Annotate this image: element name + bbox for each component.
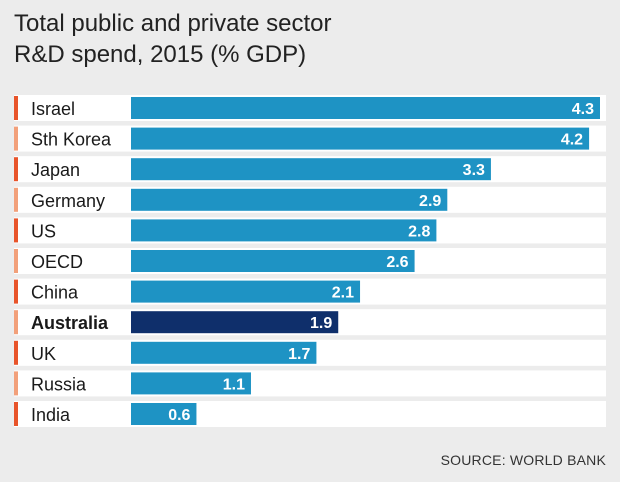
bar-uk xyxy=(131,341,317,364)
chart-title-line-2: R&D spend, 2015 (% GDP) xyxy=(14,41,307,68)
row-accent-russia xyxy=(14,371,18,396)
row-accent-australia xyxy=(14,310,18,335)
value-label-sth-korea: 4.2 xyxy=(561,132,583,149)
category-label-russia: Russia xyxy=(31,374,87,394)
row-accent-oecd xyxy=(14,249,18,273)
category-label-sth-korea: Sth Korea xyxy=(31,130,112,150)
row-background-india xyxy=(14,401,606,427)
source-note: SOURCE: WORLD BANK xyxy=(440,452,606,468)
bar-australia xyxy=(131,311,339,334)
row-background-russia xyxy=(14,370,606,397)
bar-japan xyxy=(131,158,491,181)
bar-oecd xyxy=(131,250,415,272)
value-label-china: 2.1 xyxy=(332,285,354,302)
bar-us xyxy=(131,219,437,242)
row-accent-germany xyxy=(14,187,18,212)
value-label-germany: 2.9 xyxy=(419,193,441,210)
category-label-china: China xyxy=(31,283,79,303)
category-label-israel: Israel xyxy=(31,99,75,119)
value-label-uk: 1.7 xyxy=(288,346,310,363)
chart-title: Total public and private sector R&D spen… xyxy=(14,8,604,70)
category-label-australia: Australia xyxy=(31,313,109,333)
category-label-japan: Japan xyxy=(31,160,80,180)
bar-india xyxy=(131,403,197,425)
row-accent-sth-korea xyxy=(14,126,18,151)
chart-title-line-1: Total public and private sector xyxy=(14,10,332,37)
bar-germany xyxy=(131,188,448,211)
row-accent-japan xyxy=(14,157,18,182)
row-accent-china xyxy=(14,279,18,304)
bar-sth-korea xyxy=(131,127,590,150)
value-label-australia: 1.9 xyxy=(310,315,332,332)
bar-china xyxy=(131,280,361,303)
category-label-india: India xyxy=(31,405,71,425)
row-accent-israel xyxy=(14,96,18,120)
category-label-uk: UK xyxy=(31,344,56,364)
row-accent-us xyxy=(14,218,18,243)
value-label-india: 0.6 xyxy=(168,407,190,424)
value-label-us: 2.8 xyxy=(408,223,430,240)
category-label-oecd: OECD xyxy=(31,252,83,272)
row-accent-india xyxy=(14,402,18,426)
category-label-us: US xyxy=(31,221,56,241)
row-accent-uk xyxy=(14,340,18,365)
bar-israel xyxy=(131,97,600,119)
bar-russia xyxy=(131,372,251,395)
category-label-germany: Germany xyxy=(31,191,105,211)
value-label-oecd: 2.6 xyxy=(386,254,408,271)
value-label-israel: 4.3 xyxy=(572,101,594,118)
value-label-russia: 1.1 xyxy=(223,376,245,393)
value-label-japan: 3.3 xyxy=(463,162,485,179)
